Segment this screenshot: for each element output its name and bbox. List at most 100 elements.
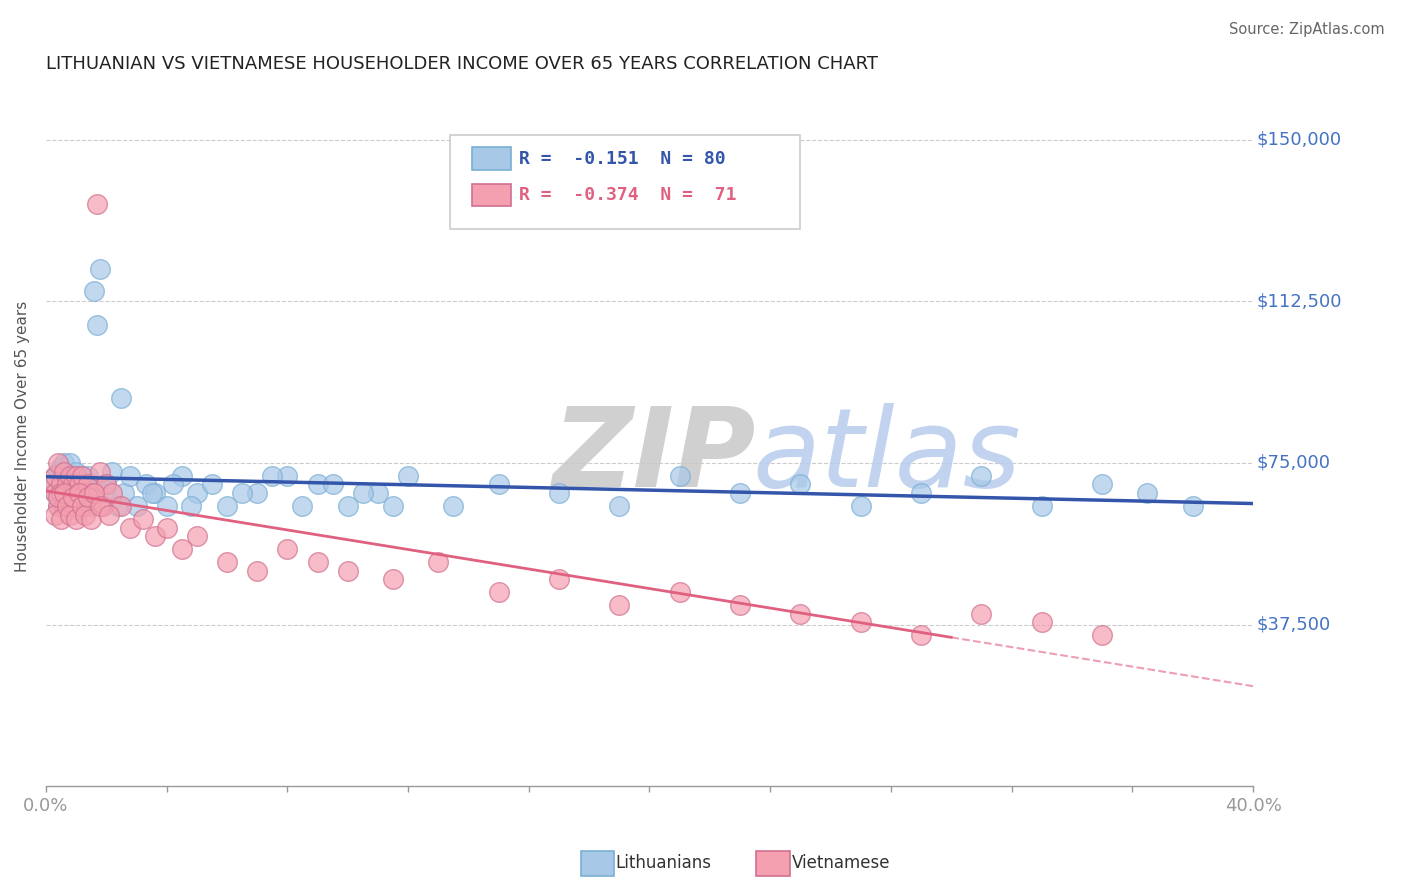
Point (96, 477, 118, 491)
Point (607, 499, 630, 513)
Point (180, 499, 202, 513)
Point (156, 499, 179, 513)
Point (107, 499, 129, 513)
Point (46, 499, 69, 513)
Point (382, 499, 405, 513)
Point (728, 598, 751, 612)
Point (44, 468, 66, 483)
Point (201, 477, 224, 491)
Point (262, 468, 284, 483)
Point (46, 491, 69, 505)
Point (46, 499, 69, 513)
Point (1091, 477, 1114, 491)
Point (322, 477, 344, 491)
Point (110, 391, 132, 405)
Point (62, 477, 84, 491)
Point (83, 486, 105, 500)
Point (83, 486, 105, 500)
Point (246, 486, 269, 500)
Point (77, 491, 100, 505)
Point (80, 512, 103, 526)
Point (143, 529, 166, 543)
Point (910, 486, 932, 500)
Point (49, 477, 72, 491)
Point (441, 499, 464, 513)
Point (98, 508, 121, 522)
Point (49, 491, 72, 505)
Text: Lithuanians: Lithuanians (616, 855, 711, 872)
Point (53, 465, 76, 479)
Point (110, 499, 132, 513)
Text: Source: ZipAtlas.com: Source: ZipAtlas.com (1229, 22, 1385, 37)
Point (488, 477, 510, 491)
Point (789, 607, 811, 621)
Point (62, 499, 84, 513)
Point (125, 499, 148, 513)
Point (62, 468, 84, 483)
Point (352, 486, 374, 500)
Point (56, 486, 79, 500)
Point (53, 499, 76, 513)
Point (276, 468, 298, 483)
Point (59, 508, 82, 522)
Point (548, 572, 571, 586)
Point (120, 468, 142, 483)
Point (143, 486, 166, 500)
Point (49, 473, 72, 487)
Point (53, 456, 76, 470)
Point (53, 477, 76, 491)
Point (1136, 486, 1159, 500)
Point (728, 486, 751, 500)
Point (668, 585, 690, 599)
Point (70, 468, 93, 483)
Point (548, 486, 571, 500)
Point (75, 486, 97, 500)
Point (67, 477, 90, 491)
Point (910, 628, 932, 642)
Point (59, 468, 82, 483)
Point (65, 499, 87, 513)
Point (67, 486, 90, 500)
Point (141, 486, 163, 500)
Point (59, 499, 82, 513)
Point (49, 486, 72, 500)
Point (77, 468, 100, 483)
Point (77, 477, 100, 491)
Point (65, 486, 87, 500)
Point (89, 499, 111, 513)
Point (170, 468, 193, 483)
Point (1031, 499, 1053, 513)
Point (427, 555, 450, 569)
Point (970, 468, 993, 483)
Point (215, 499, 238, 513)
Point (80, 499, 103, 513)
Text: R =  -0.151  N = 80: R = -0.151 N = 80 (519, 150, 725, 168)
Point (170, 542, 193, 557)
Point (101, 486, 124, 500)
Point (41, 477, 63, 491)
Point (488, 585, 510, 599)
Point (307, 555, 329, 569)
Point (96, 477, 118, 491)
Point (70, 468, 93, 483)
Point (131, 512, 153, 526)
Point (336, 499, 359, 513)
Point (86, 318, 108, 332)
Point (83, 284, 105, 298)
Point (67, 477, 90, 491)
Point (1031, 615, 1053, 630)
Point (849, 499, 872, 513)
Point (120, 520, 142, 534)
Point (44, 486, 66, 500)
Point (307, 477, 329, 491)
FancyBboxPatch shape (472, 147, 510, 169)
Point (75, 477, 97, 491)
Point (231, 486, 253, 500)
Point (276, 542, 298, 557)
Point (70, 486, 93, 500)
Point (135, 477, 157, 491)
Point (46, 482, 69, 496)
Point (56, 503, 79, 517)
Text: $150,000: $150,000 (1257, 131, 1341, 149)
Point (80, 477, 103, 491)
